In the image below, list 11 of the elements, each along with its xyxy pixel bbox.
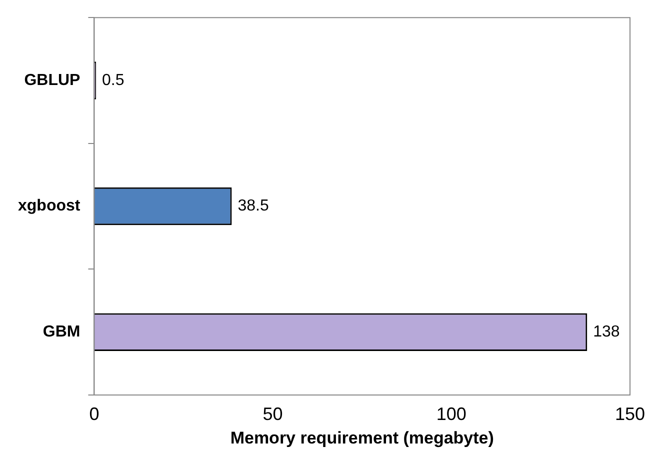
x-tick-label: 150: [614, 404, 646, 424]
y-tick-label: GBLUP: [24, 72, 81, 89]
x-tick-label: 100: [436, 404, 466, 424]
x-tick-label: 50: [262, 404, 283, 424]
data-label: 38.5: [238, 198, 269, 215]
data-label: 0.5: [102, 72, 124, 89]
x-axis-title: Memory requirement (megabyte): [230, 428, 494, 448]
y-tick-label: GBM: [42, 324, 80, 341]
data-label: 138: [593, 324, 620, 341]
x-tick-label: 0: [89, 404, 100, 424]
y-tick-label: xgboost: [18, 198, 81, 215]
